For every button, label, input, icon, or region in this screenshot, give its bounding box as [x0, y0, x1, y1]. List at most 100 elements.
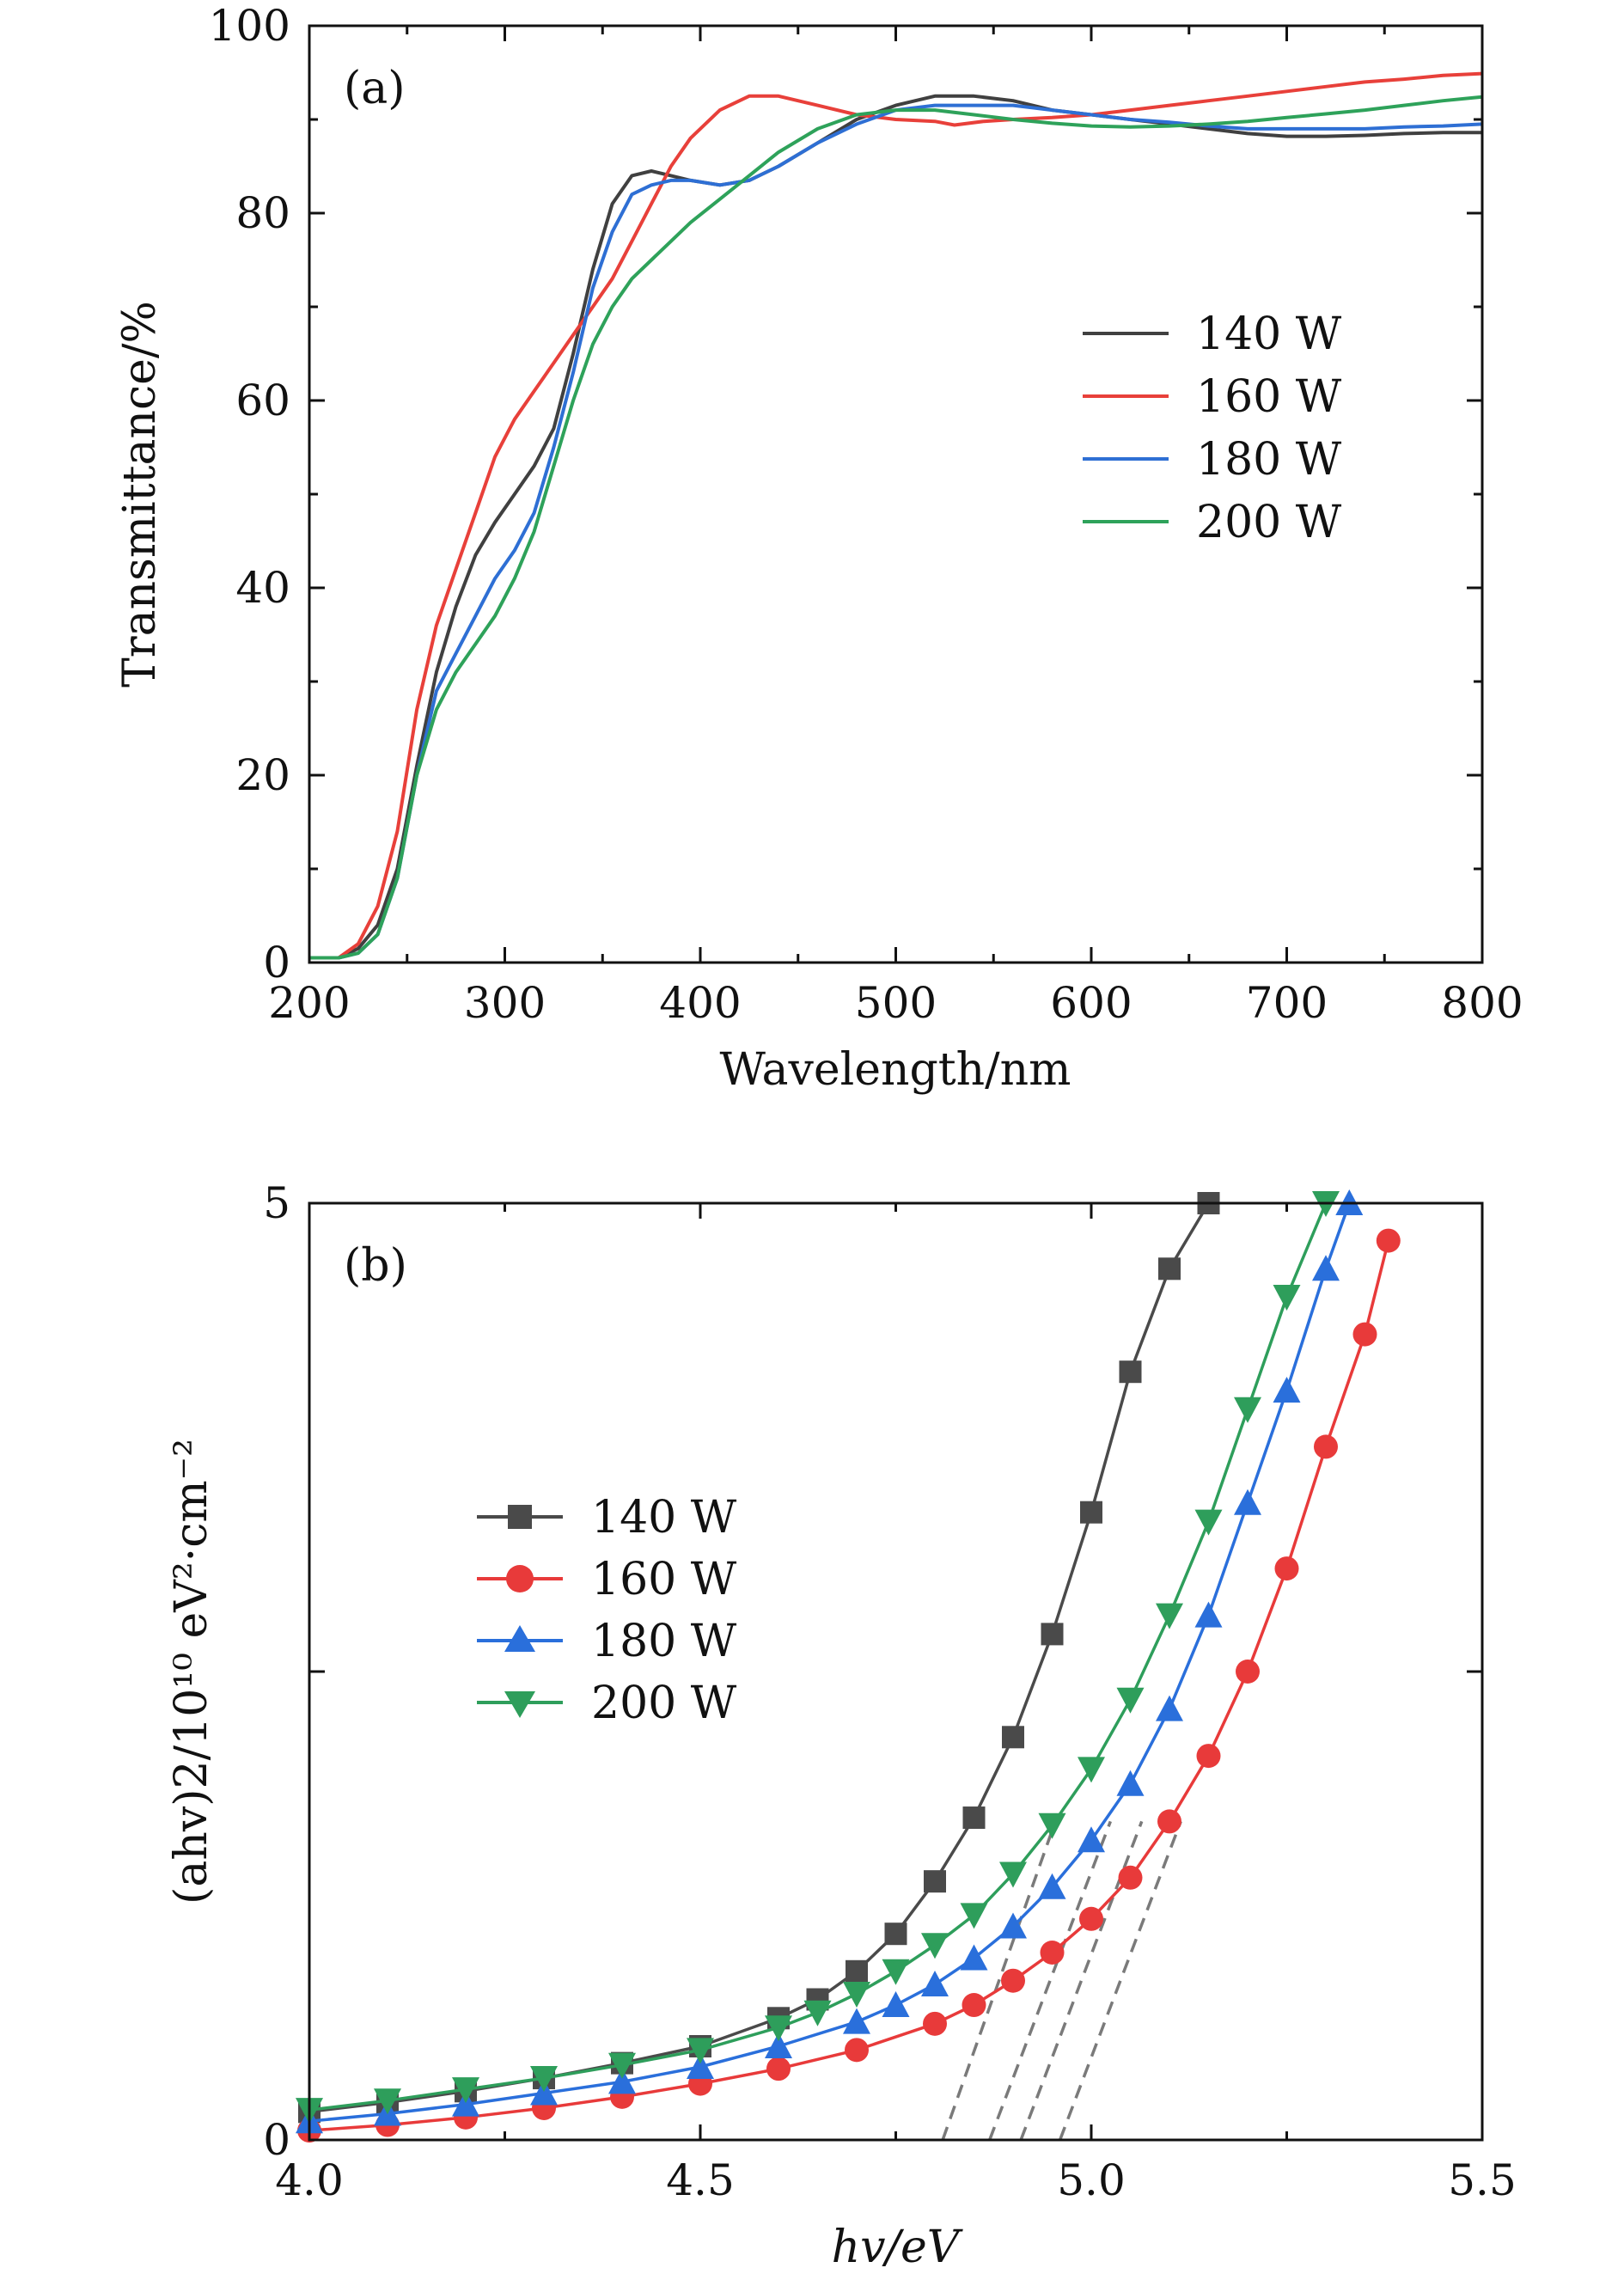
panel-b-legend-item-140w: 140 W	[477, 1492, 737, 1544]
panel-a-x-tick-label: 200	[268, 978, 350, 1028]
panel-b-marker-140w	[846, 1959, 868, 1983]
panel-b-marker-180w	[452, 2090, 479, 2117]
panel-b-legend-label-140w: 140 W	[591, 1492, 737, 1544]
panel-b-marker-160w	[1314, 1434, 1338, 1459]
panel-b-legend-item-160w: 160 W	[477, 1554, 737, 1605]
panel-b-marker-160w	[845, 2038, 869, 2063]
panel-b-marker-200w	[608, 2052, 636, 2079]
panel-b-marker-180w	[687, 2052, 714, 2079]
panel-b-marker-140w	[1119, 1360, 1142, 1384]
panel-b-marker-160w	[1079, 1906, 1103, 1931]
panel-b-marker-180w	[1156, 1695, 1183, 1721]
panel-a: 200 300 400 500 600 700 800 0 20 40 60 80 100 (a) Wa…	[114, 1, 1523, 1096]
panel-b-x-tick-label: 4.0	[275, 2155, 344, 2205]
panel-b-marker-140w	[924, 1870, 946, 1893]
panel-b-marker-180w	[1194, 1601, 1223, 1628]
panel-b-series	[296, 1189, 1401, 2143]
panel-a-y-tick-label: 100	[209, 1, 290, 51]
panel-b-marker-200w	[1194, 1509, 1223, 1536]
panel-a-y-axis-title: Transmittance/%	[114, 301, 166, 688]
panel-a-y-tick-label: 20	[235, 750, 290, 800]
panel-b-marker-200w	[1273, 1285, 1301, 1311]
panel-b-legend-label-180w: 180 W	[591, 1616, 737, 1667]
panel-b-marker-200w	[921, 1933, 949, 1959]
panel-a-y-tick-label: 40	[235, 563, 290, 613]
panel-b-marker-160w	[1118, 1865, 1143, 1890]
panel-b-marker-180w	[921, 1971, 949, 1997]
panel-b-marker-200w	[960, 1903, 988, 1929]
panel-b-x-tick-label: 5.0	[1057, 2155, 1126, 2205]
panel-b-y-tick-label: 0	[263, 2115, 290, 2165]
panel-b-tangent-140w	[941, 1820, 1057, 2141]
panel-b-series-180w	[296, 1189, 1364, 2134]
panel-a-line-160w	[309, 71, 1483, 960]
panel-b-marker-180w	[1116, 1770, 1145, 1796]
panel-b: 4.0 4.5 5.0 5.5 0 5 (b) hv/eV (ahv)2/10¹⁰ eV²…	[166, 1178, 1517, 2273]
panel-a-series-160w	[309, 71, 1483, 960]
panel-a-x-tick-label: 300	[464, 978, 546, 1028]
panel-b-legend-marker-200w	[504, 1691, 535, 1718]
panel-a-legend-label-200w: 200 W	[1196, 497, 1342, 548]
panel-b-marker-200w	[1078, 1757, 1105, 1783]
panel-b-marker-140w	[884, 1923, 907, 1946]
panel-b-marker-200w	[452, 2077, 479, 2104]
panel-b-x-tick-label: 5.5	[1448, 2155, 1517, 2205]
panel-a-plot-frame	[308, 24, 1484, 964]
panel-b-marker-160w	[1040, 1941, 1065, 1965]
panel-a-y-tick-label: 80	[235, 188, 290, 238]
panel-b-marker-160w	[1236, 1660, 1260, 1684]
panel-a-x-tick-label: 500	[855, 978, 937, 1028]
panel-b-plot-frame	[308, 1201, 1484, 2142]
panel-b-line-140w	[308, 1202, 1211, 2114]
panel-b-marker-200w	[843, 1981, 870, 2008]
panel-a-series	[309, 71, 1483, 960]
panel-b-marker-200w	[530, 2066, 558, 2093]
panel-a-ticks	[308, 24, 1484, 964]
panel-a-legend-item-200w: 200 W	[1083, 497, 1342, 548]
panel-b-marker-160w	[1157, 1809, 1181, 1834]
panel-b-marker-160w	[1001, 1968, 1025, 1993]
panel-a-legend-item-160w: 160 W	[1083, 371, 1342, 423]
panel-b-line-180w	[308, 1202, 1351, 2123]
panel-b-marker-160w	[1352, 1322, 1377, 1347]
panel-b-legend-label-160w: 160 W	[591, 1554, 737, 1605]
panel-b-legend-marker-180w	[504, 1625, 535, 1652]
panel-b-marker-180w	[882, 1991, 910, 2018]
panel-b-legend-marker-140w	[508, 1505, 532, 1529]
panel-a-legend-label-140w: 140 W	[1196, 309, 1342, 360]
panel-a-x-tick-label: 400	[659, 978, 741, 1028]
panel-b-tangent-160w	[1058, 1820, 1182, 2141]
panel-b-marker-180w	[530, 2079, 558, 2106]
panel-b-marker-140w	[962, 1806, 986, 1830]
panel-b-label: (b)	[344, 1240, 407, 1292]
panel-a-legend: 140 W 160 W 180 W 200 W	[1083, 309, 1342, 548]
panel-a-label: (a)	[344, 63, 406, 114]
panel-b-marker-160w	[1196, 1744, 1221, 1769]
panel-a-y-tick-label: 0	[263, 938, 290, 987]
panel-b-marker-200w	[1038, 1812, 1066, 1839]
panel-b-marker-200w	[1116, 1687, 1145, 1714]
panel-b-marker-140w	[1041, 1623, 1064, 1646]
panel-b-legend-label-200w: 200 W	[591, 1678, 737, 1729]
panel-a-line-180w	[309, 103, 1483, 960]
panel-b-y-tick-label: 5	[263, 1178, 290, 1228]
panel-b-legend-item-200w: 200 W	[477, 1678, 737, 1729]
panel-b-tick-labels: 4.0 4.5 5.0 5.5 0 5	[263, 1178, 1517, 2205]
panel-b-marker-140w	[1080, 1501, 1102, 1524]
panel-b-marker-200w	[999, 1861, 1027, 1888]
panel-b-marker-200w	[374, 2088, 401, 2115]
panel-b-marker-180w	[960, 1944, 988, 1971]
panel-a-y-tick-label: 60	[235, 376, 290, 425]
panel-b-marker-180w	[999, 1912, 1027, 1939]
panel-b-marker-180w	[1234, 1488, 1261, 1515]
panel-b-marker-200w	[687, 2038, 714, 2064]
panel-b-marker-200w	[1234, 1397, 1261, 1423]
panel-b-series-160w	[297, 1228, 1401, 2143]
panel-a-tick-labels: 200 300 400 500 600 700 800 0 20 40 60 80 100	[209, 1, 1523, 1028]
panel-b-x-tick-label: 4.5	[666, 2155, 735, 2205]
panel-b-marker-200w	[803, 2000, 832, 2026]
panel-a-series-200w	[309, 95, 1483, 960]
panel-b-y-axis-title: (ahv)2/10¹⁰ eV²·cm⁻²	[166, 1439, 217, 1904]
panel-b-x-axis-title: hv/eV	[832, 2222, 963, 2273]
